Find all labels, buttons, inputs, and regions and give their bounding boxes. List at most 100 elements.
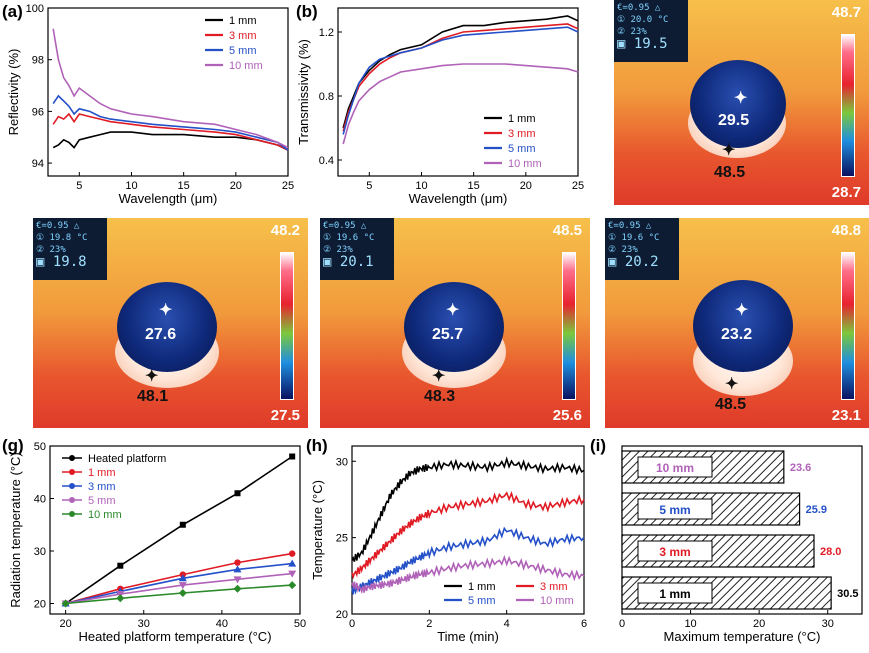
legend-label: 3 mm	[88, 481, 116, 493]
x-tick-label: 30	[822, 618, 834, 630]
legend-label: 5 mm	[468, 595, 496, 607]
y-tick-label: 30	[336, 456, 348, 468]
chart-g-radiation-temperature: 20 30 40 50 20 30 40 50 Heated platform temperat…	[8, 441, 306, 644]
x-tick-label: 20	[230, 180, 242, 192]
data-point	[288, 550, 296, 557]
y-tick-label: 100	[26, 3, 44, 15]
legend-label: 10 mm	[508, 158, 542, 170]
data-point	[288, 581, 297, 590]
data-point	[117, 562, 124, 569]
bar-value-label: 23.6	[790, 462, 811, 474]
hud-emissivity: €=0.95 △	[608, 221, 652, 231]
bar-category-label: 3 mm	[659, 545, 690, 559]
x-tick-label: 25	[282, 180, 294, 192]
series-line-5-mm	[351, 526, 585, 595]
thermal-image-c: €=0.95 △ ① 20.0 °C ② 23% ▣ 19.5 48.7 28.7 ✦ 29.…	[614, 0, 869, 205]
data-point	[233, 584, 242, 593]
y-axis-label: Temperature (°C)	[310, 480, 325, 580]
data-point	[288, 559, 297, 567]
plot-frame	[337, 7, 579, 177]
data-point	[179, 521, 186, 528]
cooled-sample-disk	[404, 282, 504, 372]
hud-humidity: ② 23%	[617, 27, 647, 37]
center-cross-icon: ✦	[446, 302, 460, 319]
hud-ambient: ① 19.8 °C	[36, 233, 88, 243]
chart-a-reflectivity: 5 10 15 20 25 94 96 98 100 Wavelength (μm) Reflect…	[6, 3, 294, 206]
x-axis-label: Wavelength (μm)	[409, 191, 508, 206]
center-temp-label: 27.6	[145, 326, 177, 343]
panel-label-b: (b)	[296, 2, 318, 21]
plot-frame	[49, 445, 301, 615]
legend-marker	[69, 511, 75, 517]
center-temp-label: 25.7	[432, 326, 464, 343]
data-point	[233, 576, 242, 584]
edge-cross-icon: ✦	[725, 376, 739, 393]
chart-b-transmissivity: 5 10 15 20 25 0.4 0.8 1.2 Wavelength (μm) Transmi…	[296, 7, 584, 206]
edge-temp-label: 48.3	[424, 388, 456, 405]
series-line-3-mm	[342, 23, 579, 132]
color-scale-bar	[841, 34, 855, 177]
x-tick-label: 20	[520, 180, 532, 192]
cooled-sample-disk	[690, 60, 786, 148]
edge-temp-label: 48.1	[137, 388, 169, 405]
data-point	[234, 559, 241, 566]
y-tick-label: 0.8	[319, 91, 334, 103]
scale-min-label: 27.5	[270, 407, 300, 424]
hud-reading: ▣ 19.5	[617, 36, 668, 52]
data-point	[234, 490, 241, 497]
y-tick-label: 40	[34, 494, 46, 506]
edge-cross-icon: ✦	[145, 368, 159, 385]
scale-max-label: 48.7	[831, 4, 861, 21]
center-cross-icon: ✦	[159, 302, 173, 319]
color-scale-bar	[280, 252, 294, 400]
x-tick-label: 25	[572, 180, 584, 192]
x-tick-label: 10	[684, 618, 696, 630]
legend-label: Heated platform	[88, 453, 166, 465]
legend-label: 5 mm	[508, 143, 536, 155]
legend-label: 1 mm	[468, 581, 496, 593]
hud-emissivity: €=0.95 △	[36, 221, 80, 231]
x-tick-label: 30	[138, 618, 150, 630]
edge-cross-icon: ✦	[722, 142, 736, 159]
hud-humidity: ② 23%	[608, 245, 638, 255]
series-line-10-mm	[52, 28, 289, 149]
data-point	[61, 599, 70, 608]
x-tick-label: 40	[216, 618, 228, 630]
color-scale-bar	[562, 252, 576, 400]
bar-value-label: 25.9	[806, 504, 827, 516]
legend-label: 10 mm	[540, 595, 574, 607]
series-line-10-mm	[342, 63, 579, 145]
x-axis-label: Maximum temperature (°C)	[664, 629, 821, 644]
y-tick-label: 25	[336, 533, 348, 545]
legend-label: 10 mm	[229, 60, 263, 72]
chart-h-temperature-time: 0 2 4 6 20 25 30 Time (min) Temperature (°C) 1 mm…	[310, 445, 587, 644]
hud-humidity: ② 23%	[323, 245, 353, 255]
edge-temp-label: 48.5	[714, 164, 746, 181]
scale-min-label: 23.1	[831, 407, 861, 424]
y-tick-label: 94	[32, 158, 44, 170]
legend-label: 3 mm	[508, 128, 536, 140]
panel-label-g: (g)	[2, 436, 24, 455]
x-tick-label: 6	[581, 618, 587, 630]
hud-ambient: ① 19.6 °C	[608, 233, 660, 243]
thermal-image-f: €=0.95 △ ① 19.6 °C ② 23% ▣ 20.2 48.8 23.1 ✦ 23.…	[605, 218, 869, 428]
series-line-1-mm	[351, 456, 585, 562]
plot-frame	[47, 7, 289, 177]
bar-category-label: 5 mm	[659, 503, 690, 517]
series-line-5-mm	[52, 94, 289, 151]
x-tick-label: 50	[294, 618, 306, 630]
cooled-sample-disk	[117, 282, 217, 372]
thermal-image-d: €=0.95 △ ① 19.8 °C ② 23% ▣ 19.8 48.2 27.5 ✦ 27.…	[33, 218, 308, 428]
legend-marker	[69, 455, 75, 461]
legend-label: 1 mm	[508, 113, 536, 125]
legend-label: 3 mm	[540, 581, 568, 593]
x-tick-label: 20	[60, 618, 72, 630]
y-tick-label: 1.2	[319, 27, 334, 39]
scale-max-label: 48.2	[270, 222, 300, 239]
y-tick-label: 96	[32, 106, 44, 118]
x-tick-label: 10	[125, 180, 137, 192]
x-tick-label: 15	[468, 180, 480, 192]
center-temp-label: 29.5	[718, 112, 750, 129]
x-tick-label: 15	[178, 180, 190, 192]
hud-emissivity: €=0.95 △	[323, 221, 367, 231]
